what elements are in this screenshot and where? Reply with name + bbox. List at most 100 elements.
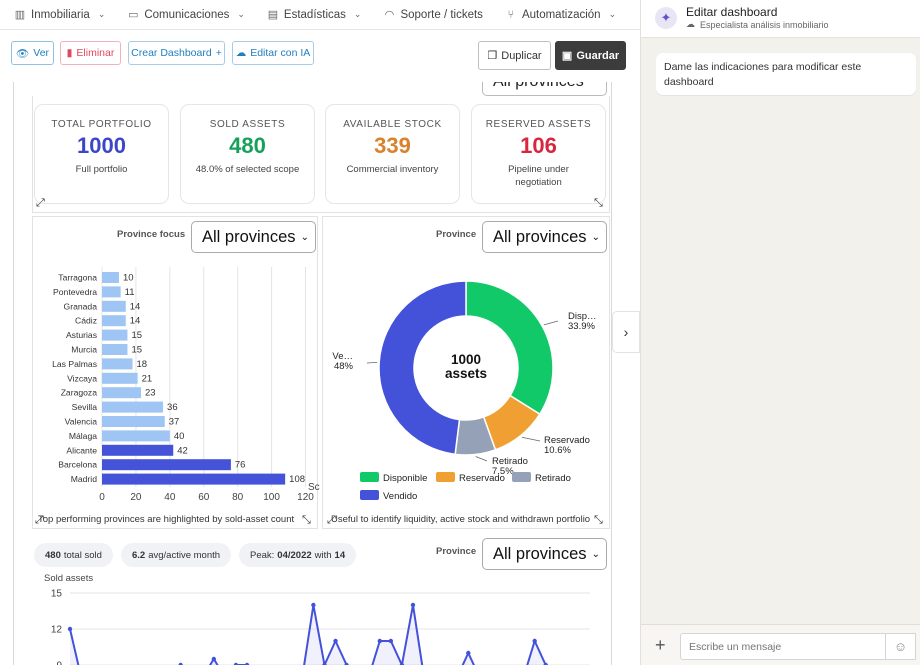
leader-line — [366, 362, 378, 364]
tick-label: 0 — [99, 492, 105, 503]
nav-label: Comunicaciones — [144, 8, 230, 21]
nav-label: Inmobiliaria — [31, 8, 90, 21]
resize-handle-icon[interactable]: ⤢ — [35, 514, 44, 526]
province-select[interactable]: All provinces ⌄ — [482, 538, 607, 570]
category-label: Alicante — [66, 445, 97, 455]
tick-label: 120 — [297, 492, 314, 503]
nav-comunicaciones[interactable]: ▭ Comunicaciones ⌄ — [127, 9, 245, 21]
editar-ia-label: Editar con IA — [250, 47, 311, 59]
data-point — [233, 662, 239, 665]
eliminar-label: Eliminar — [76, 47, 115, 59]
data-point — [211, 656, 217, 662]
kpi-label: RESERVED ASSETS — [485, 119, 592, 130]
emoji-icon[interactable]: ☺ — [886, 633, 916, 660]
province-select-top[interactable]: All provinces — [482, 82, 607, 96]
tick-label: 60 — [198, 492, 210, 503]
assistant-sidebar: ✦ Editar dashboard ☁ Especialista anális… — [640, 0, 920, 665]
bar — [102, 416, 165, 427]
chevron-down-icon: ⌄ — [237, 9, 245, 19]
y-axis-label: Sold assets — [44, 573, 93, 584]
tick-label: 20 — [130, 492, 142, 503]
slice-label: Retirado — [492, 456, 528, 467]
message-input[interactable] — [680, 633, 886, 660]
nav-label: Soporte / tickets — [400, 8, 483, 21]
nav-inmobiliaria[interactable]: ▥ Inmobiliaria ⌄ — [14, 8, 106, 21]
pill-text: total sold — [63, 549, 102, 561]
pill-text: with — [314, 549, 332, 561]
data-label: 14 — [130, 301, 141, 312]
chevron-down-icon: ⌄ — [353, 9, 362, 19]
duplicar-button[interactable]: ❐ Duplicar — [478, 41, 551, 70]
data-point — [543, 662, 548, 665]
sidebar-subtitle-text: Especialista análisis inmobiliario — [700, 19, 829, 30]
category-label: Barcelona — [58, 460, 97, 470]
legend-label: Reservado — [459, 473, 505, 484]
donut-slice — [465, 280, 554, 416]
kpi-panel — [32, 96, 610, 213]
legend-label: Vendido — [383, 491, 417, 502]
editar-ia-button[interactable]: ☁ Editar con IA — [232, 41, 314, 65]
nav-estadisticas[interactable]: ▤ Estadísticas ⌄ — [267, 9, 362, 21]
save-icon: ▣ — [561, 50, 573, 62]
category-label: Málaga — [69, 431, 97, 441]
kpi-value: 106 — [520, 133, 557, 158]
chevron-down-icon: ⌄ — [97, 9, 106, 19]
resize-handle-icon[interactable]: ⤢ — [327, 514, 336, 526]
bar — [102, 286, 121, 298]
top-nav: ▥ Inmobiliaria ⌄ ▭ Comunicaciones ⌄ ▤ Es… — [0, 0, 640, 30]
data-label: 21 — [142, 373, 153, 384]
toolbar: 👁︎ Ver ▮ Eliminar Crear Dashboard + ☁ Ed… — [0, 30, 640, 82]
province-focus-select[interactable]: All provinces ⌄ — [191, 221, 316, 253]
bar — [102, 315, 126, 327]
bar — [102, 473, 286, 485]
series-line — [69, 604, 548, 665]
plus-icon: + — [215, 47, 222, 59]
ver-button[interactable]: 👁︎ Ver — [11, 41, 54, 65]
crear-label: Crear Dashboard — [131, 47, 212, 59]
kpi-label: AVAILABLE STOCK — [343, 119, 442, 130]
data-label: 76 — [235, 460, 246, 471]
data-label: 40 — [174, 431, 185, 442]
data-point — [333, 638, 338, 644]
kpi-subtitle: 48.0% of selected scope — [195, 164, 300, 175]
guardar-button[interactable]: ▣ Guardar — [555, 41, 626, 70]
pill-value: 6.2 — [132, 549, 146, 561]
kpi-subtitle: Full portfolio — [75, 164, 128, 175]
eliminar-button[interactable]: ▮ Eliminar — [60, 41, 121, 65]
donut-slice — [378, 280, 467, 456]
legend-label: Disponible — [383, 473, 427, 484]
kpi-value: 480 — [229, 133, 266, 158]
data-point — [322, 662, 327, 665]
bar — [102, 372, 138, 384]
data-label: 10 — [123, 273, 134, 284]
data-label: 14 — [130, 316, 141, 327]
category-label: Madrid — [71, 474, 97, 484]
province-select[interactable]: All provinces ⌄ — [482, 221, 607, 253]
crear-dashboard-button[interactable]: Crear Dashboard + — [128, 41, 225, 65]
ver-label: Ver — [33, 47, 50, 59]
nav-soporte[interactable]: ◠ Soporte / tickets — [383, 8, 483, 21]
eye-icon: 👁︎ — [15, 47, 30, 60]
chat-icon: ▭ — [128, 8, 139, 21]
resize-handle-icon[interactable]: ⤡ — [594, 514, 603, 526]
plus-icon[interactable]: + — [655, 635, 666, 655]
category-label: Valencia — [65, 417, 98, 427]
data-point — [67, 626, 73, 632]
data-label: 15 — [131, 330, 142, 341]
collapse-sidebar-button[interactable]: › — [612, 311, 640, 353]
resize-handle-icon[interactable]: ⤢ — [36, 197, 45, 209]
status-donut-chart: Disp…33.9%Reservado10.6%Retirado7.5%Ve…4… — [332, 280, 597, 502]
tick-label: 12 — [51, 625, 63, 636]
leader-line — [521, 436, 541, 442]
pill-text: avg/active month — [148, 549, 221, 561]
data-point — [344, 662, 349, 665]
data-label: 42 — [177, 445, 188, 456]
resize-handle-icon[interactable]: ⤡ — [302, 514, 311, 526]
line-area — [70, 605, 546, 665]
flow-icon: ⑂ — [507, 8, 515, 21]
copy-icon: ❐ — [487, 50, 498, 62]
data-label: 15 — [131, 345, 142, 356]
nav-automatizacion[interactable]: ⑂ Automatización ⌄ — [505, 9, 616, 21]
resize-handle-icon[interactable]: ⤡ — [594, 197, 603, 209]
